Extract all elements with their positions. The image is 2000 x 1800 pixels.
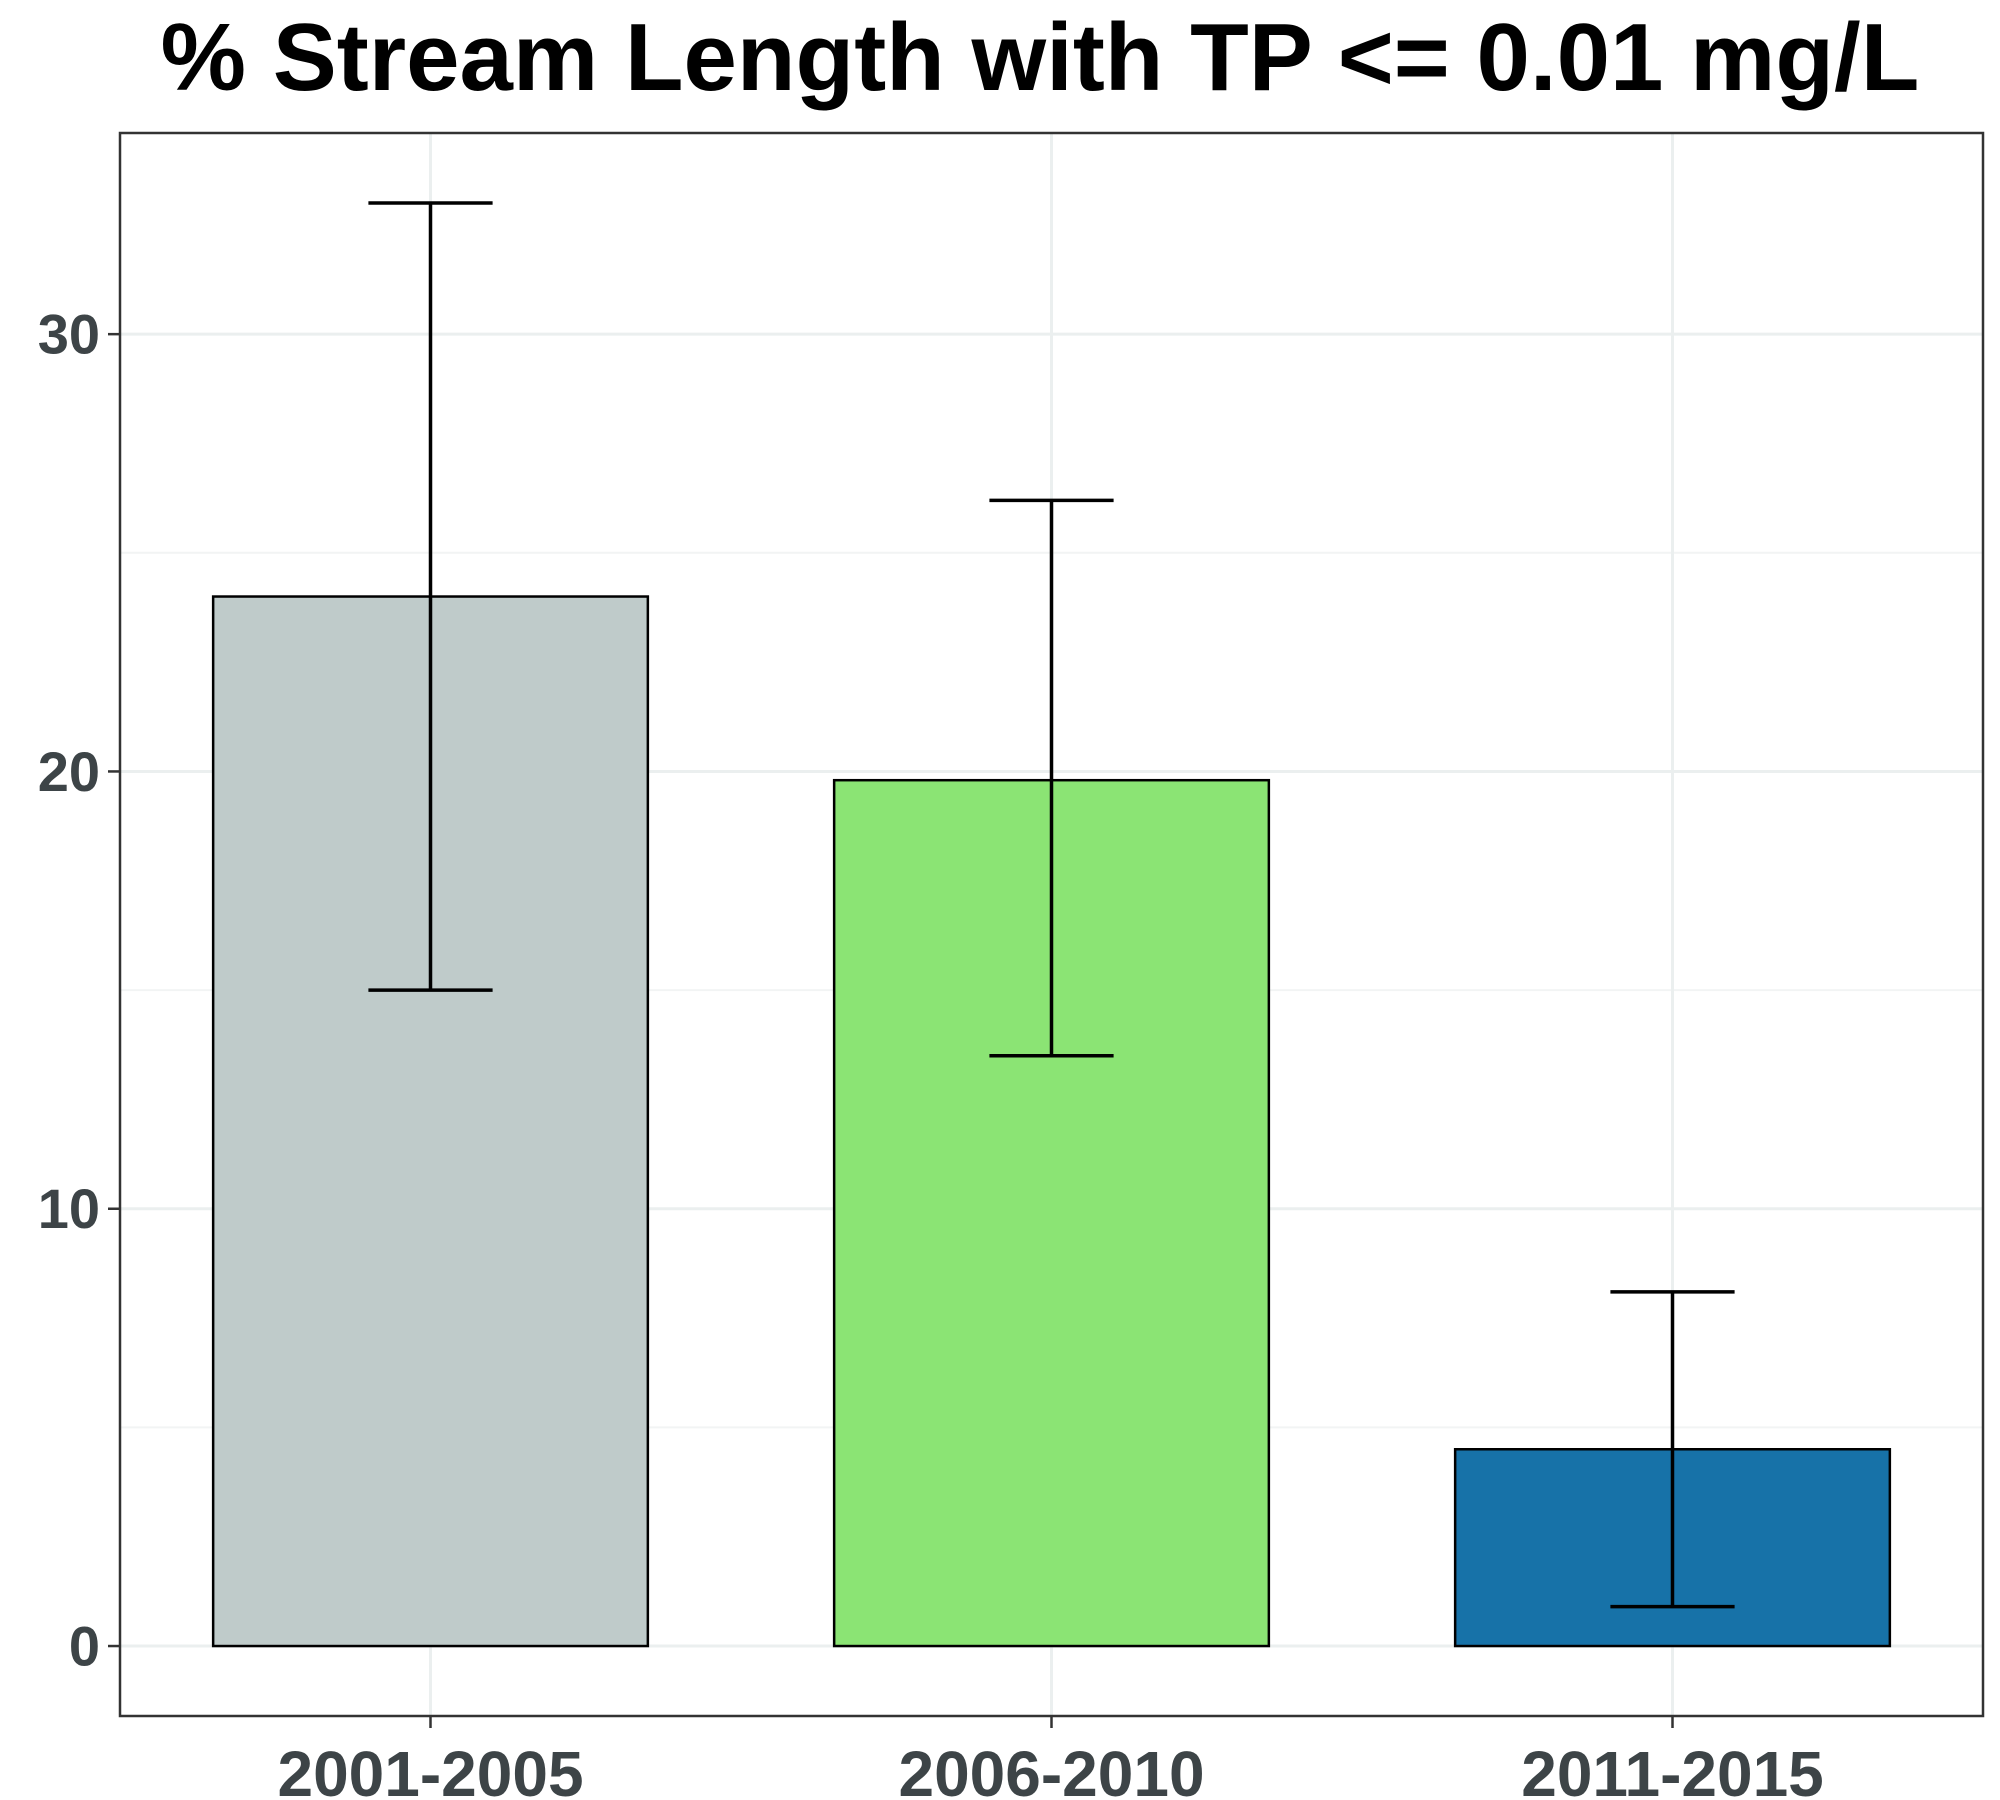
y-tick-label: 0	[69, 1615, 100, 1678]
y-tick-label: 10	[38, 1177, 100, 1240]
plot-area: 0 10 20 30 2001-2005 2006-2010 2011-2015	[38, 131, 1985, 1800]
x-tick-label: 2006-2010	[898, 1738, 1204, 1800]
y-tick-label: 30	[38, 303, 100, 366]
x-tick-label: 2001-2005	[277, 1738, 583, 1800]
chart-title: % Stream Length with TP <= 0.01 mg/L	[161, 4, 1920, 111]
x-tick-label: 2011-2015	[1521, 1738, 1824, 1800]
y-tick-label: 20	[38, 740, 100, 803]
